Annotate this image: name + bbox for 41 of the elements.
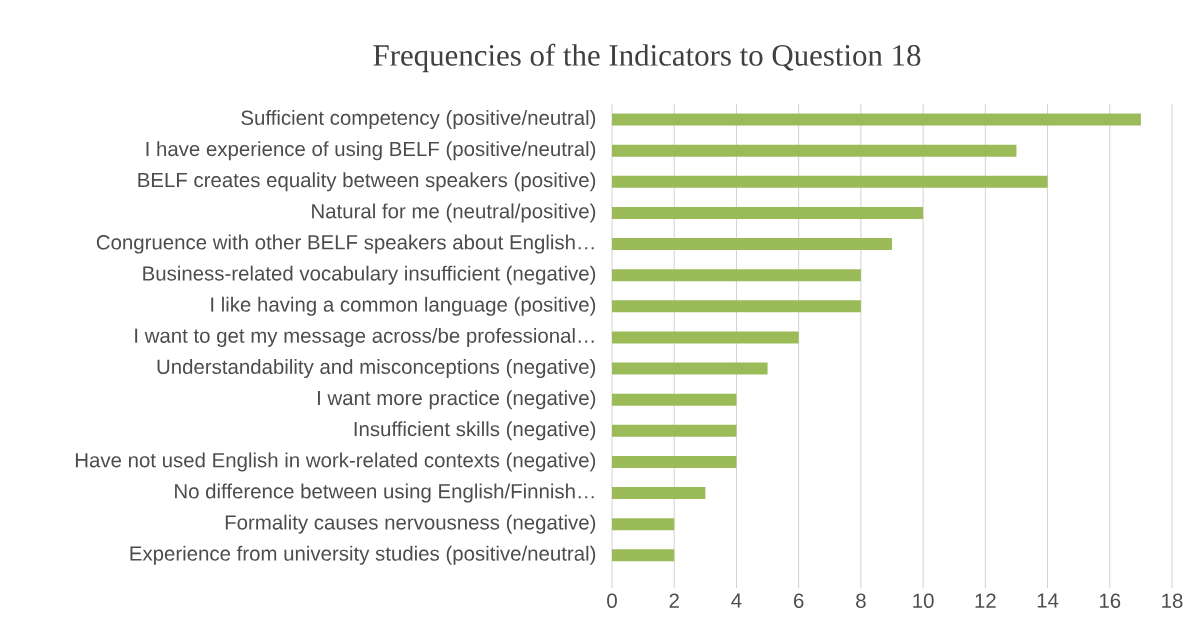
bar bbox=[612, 144, 1017, 157]
y-tick-label: Sufficient competency (positive/neutral) bbox=[241, 110, 596, 130]
bar bbox=[612, 300, 861, 313]
bar bbox=[612, 549, 675, 562]
y-tick-label: Natural for me (neutral/positive) bbox=[312, 203, 596, 223]
x-tick-label: 4 bbox=[731, 593, 742, 608]
x-tick-label: 14 bbox=[1037, 593, 1059, 608]
y-tick-label: I like having a common language (positive) bbox=[211, 296, 596, 316]
y-tick-label: Experience from university studies (positive/neutral) bbox=[130, 545, 596, 565]
bar bbox=[612, 518, 675, 531]
y-tick-label: No difference between using English/Finnish… bbox=[175, 483, 594, 503]
y-tick-label: Business-related vocabulary insufficient (negative) bbox=[143, 265, 596, 285]
bar bbox=[612, 113, 1141, 126]
x-tick-label: 0 bbox=[607, 593, 617, 608]
bar bbox=[612, 175, 1048, 188]
x-tick-label: 8 bbox=[856, 593, 866, 608]
bar bbox=[612, 238, 893, 251]
y-tick-label: I have experience of using BELF (positive/neutral) bbox=[146, 141, 596, 161]
chart-title: Frequencies of the Indicators to Question 18 bbox=[373, 43, 921, 73]
bar bbox=[612, 487, 706, 500]
bar bbox=[612, 424, 737, 437]
x-tick-label: 2 bbox=[669, 593, 679, 608]
bar bbox=[612, 455, 737, 468]
x-tick-label: 16 bbox=[1099, 593, 1121, 608]
y-tick-label: BELF creates equality between speakers (positive) bbox=[138, 172, 596, 192]
bar bbox=[612, 362, 768, 375]
bar bbox=[612, 206, 924, 219]
y-tick-label: Formality causes nervousness (negative) bbox=[225, 514, 596, 534]
bar bbox=[612, 393, 737, 406]
x-tick-label: 10 bbox=[913, 593, 934, 608]
bar bbox=[612, 331, 799, 344]
y-tick-label: Congruence with other BELF speakers about English… bbox=[96, 234, 594, 254]
y-tick-label: I want more practice (negative) bbox=[318, 390, 596, 410]
x-tick-label: 18 bbox=[1162, 593, 1183, 608]
bar bbox=[612, 269, 861, 282]
y-tick-label: Understandability and misconceptions (negative) bbox=[157, 359, 596, 379]
x-tick-label: 12 bbox=[975, 593, 996, 608]
y-tick-label: I want to get my message across/be professional… bbox=[135, 327, 594, 347]
y-tick-label: Have not used English in work-related contexts (negative) bbox=[75, 452, 596, 472]
y-tick-label: Insufficient skills (negative) bbox=[354, 421, 596, 441]
x-tick-label: 6 bbox=[794, 593, 804, 608]
